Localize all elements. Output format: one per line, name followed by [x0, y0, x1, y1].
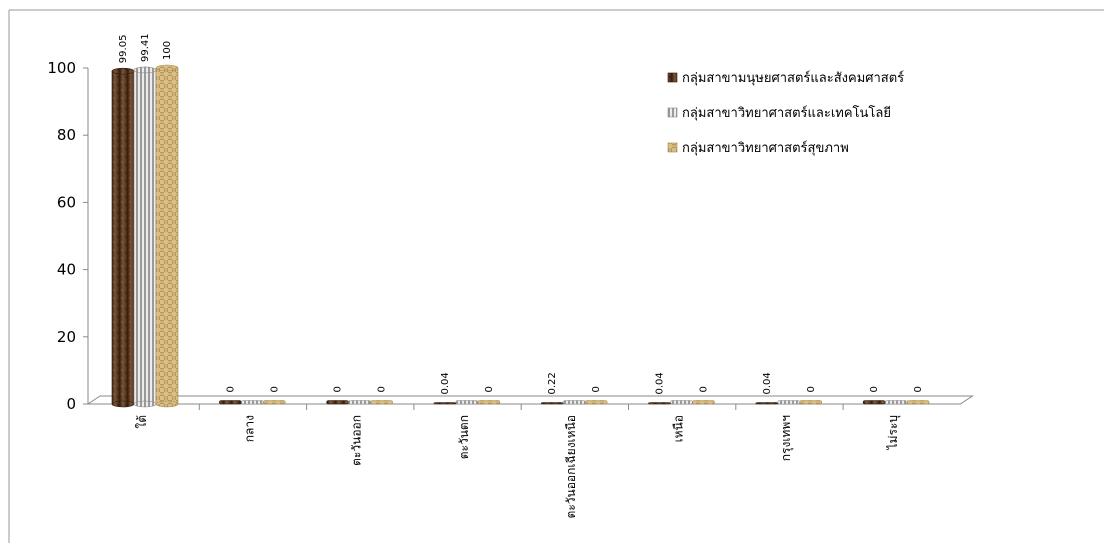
- bar-top-0-0: [111, 67, 135, 75]
- data-label-2-4: 0: [591, 386, 602, 392]
- bar-0-1: [219, 400, 242, 405]
- y-tick-label: 80: [57, 126, 76, 144]
- legend-swatch-science-tech: [667, 107, 678, 118]
- bar-2-2: [370, 400, 393, 405]
- y-tick-label: 100: [47, 59, 76, 77]
- bar-1-4: [562, 400, 586, 405]
- bar-0-6: [755, 402, 779, 405]
- bar-1-0: [133, 69, 157, 405]
- bar-1-2: [348, 400, 371, 405]
- data-label-0-2: 0: [333, 386, 344, 392]
- bar-2-7: [906, 400, 930, 405]
- legend-swatch-humanities: [667, 72, 678, 83]
- bar-0-7: [862, 400, 886, 405]
- category-label-4: ตะวันออกเฉียงเหนือ: [564, 415, 578, 518]
- data-label-2-3: 0: [484, 386, 495, 392]
- data-label-0-7: 0: [869, 386, 880, 392]
- bar-1-1: [241, 400, 264, 405]
- category-label-3: ตะวันตก: [457, 415, 471, 459]
- category-label-2: ตะวันออก: [350, 415, 364, 466]
- legend: กลุ่มสาขามนุษยศาสตร์และสังคมศาสตร์ กลุ่ม…: [667, 70, 904, 156]
- category-label-0: ใต้: [135, 415, 149, 429]
- bar-2-5: [692, 400, 715, 405]
- bar-1-7: [884, 400, 908, 405]
- data-label-2-5: 0: [699, 386, 710, 392]
- y-tick-label: 0: [66, 395, 76, 413]
- data-label-2-2: 0: [377, 386, 388, 392]
- data-label-2-0: 100: [162, 41, 173, 60]
- bar-2-4: [584, 400, 608, 405]
- data-label-0-1: 0: [225, 386, 236, 392]
- bar-base-2-0: [155, 400, 179, 408]
- y-tick-label: 40: [57, 261, 76, 279]
- data-label-0-3: 0.04: [440, 372, 451, 394]
- data-label-0-0: 99.05: [118, 35, 129, 64]
- bar-0-3: [433, 402, 457, 405]
- category-label-7: ไม่ระบุ: [886, 415, 901, 450]
- category-label-1: กลาง: [242, 415, 256, 442]
- bar-2-1: [262, 400, 286, 405]
- bar-1-5: [670, 400, 693, 405]
- category-label-6: กรุงเทพฯ: [779, 415, 794, 461]
- labels-layer: 0 20 40 60 80 100 99.05 99.41 100 ใต้ 0 0 กลาง 0 0 ตะวั…: [47, 33, 924, 518]
- bar-top-1-0: [133, 66, 157, 74]
- legend-label-health-science: กลุ่มสาขาวิทยาศาสตร์สุขภาพ: [682, 140, 849, 156]
- legend-label-humanities: กลุ่มสาขามนุษยศาสตร์และสังคมศาสตร์: [682, 70, 904, 86]
- y-tick-label: 60: [57, 193, 76, 211]
- data-label-2-1: 0: [269, 386, 280, 392]
- bar-2-0: [155, 67, 179, 405]
- data-label-1-0: 99.41: [140, 33, 151, 62]
- bar-0-0: [111, 70, 135, 405]
- bar-top-2-0: [155, 64, 179, 72]
- legend-label-science-tech: กลุ่มสาขาวิทยาศาสตร์และเทคโนโลยี: [682, 105, 891, 121]
- data-label-0-6: 0.04: [762, 372, 773, 394]
- bar-2-6: [799, 400, 823, 405]
- legend-swatch-health-science: [667, 142, 678, 153]
- data-label-2-7: 0: [913, 386, 924, 392]
- bar-0-4: [540, 402, 564, 405]
- bars-layer: [111, 64, 930, 408]
- bar-0-2: [326, 400, 349, 405]
- category-label-5: เหนือ: [672, 415, 686, 442]
- bar-base-1-0: [133, 400, 157, 408]
- y-tick-label: 20: [57, 328, 76, 346]
- bar-1-3: [455, 400, 479, 405]
- bar-2-3: [477, 400, 501, 405]
- data-label-2-6: 0: [806, 386, 817, 392]
- bar-base-0-0: [111, 400, 135, 408]
- data-label-0-5: 0.04: [655, 372, 666, 394]
- bar-1-6: [777, 400, 801, 405]
- bar-0-5: [648, 402, 671, 405]
- data-label-0-4: 0.22: [547, 372, 558, 394]
